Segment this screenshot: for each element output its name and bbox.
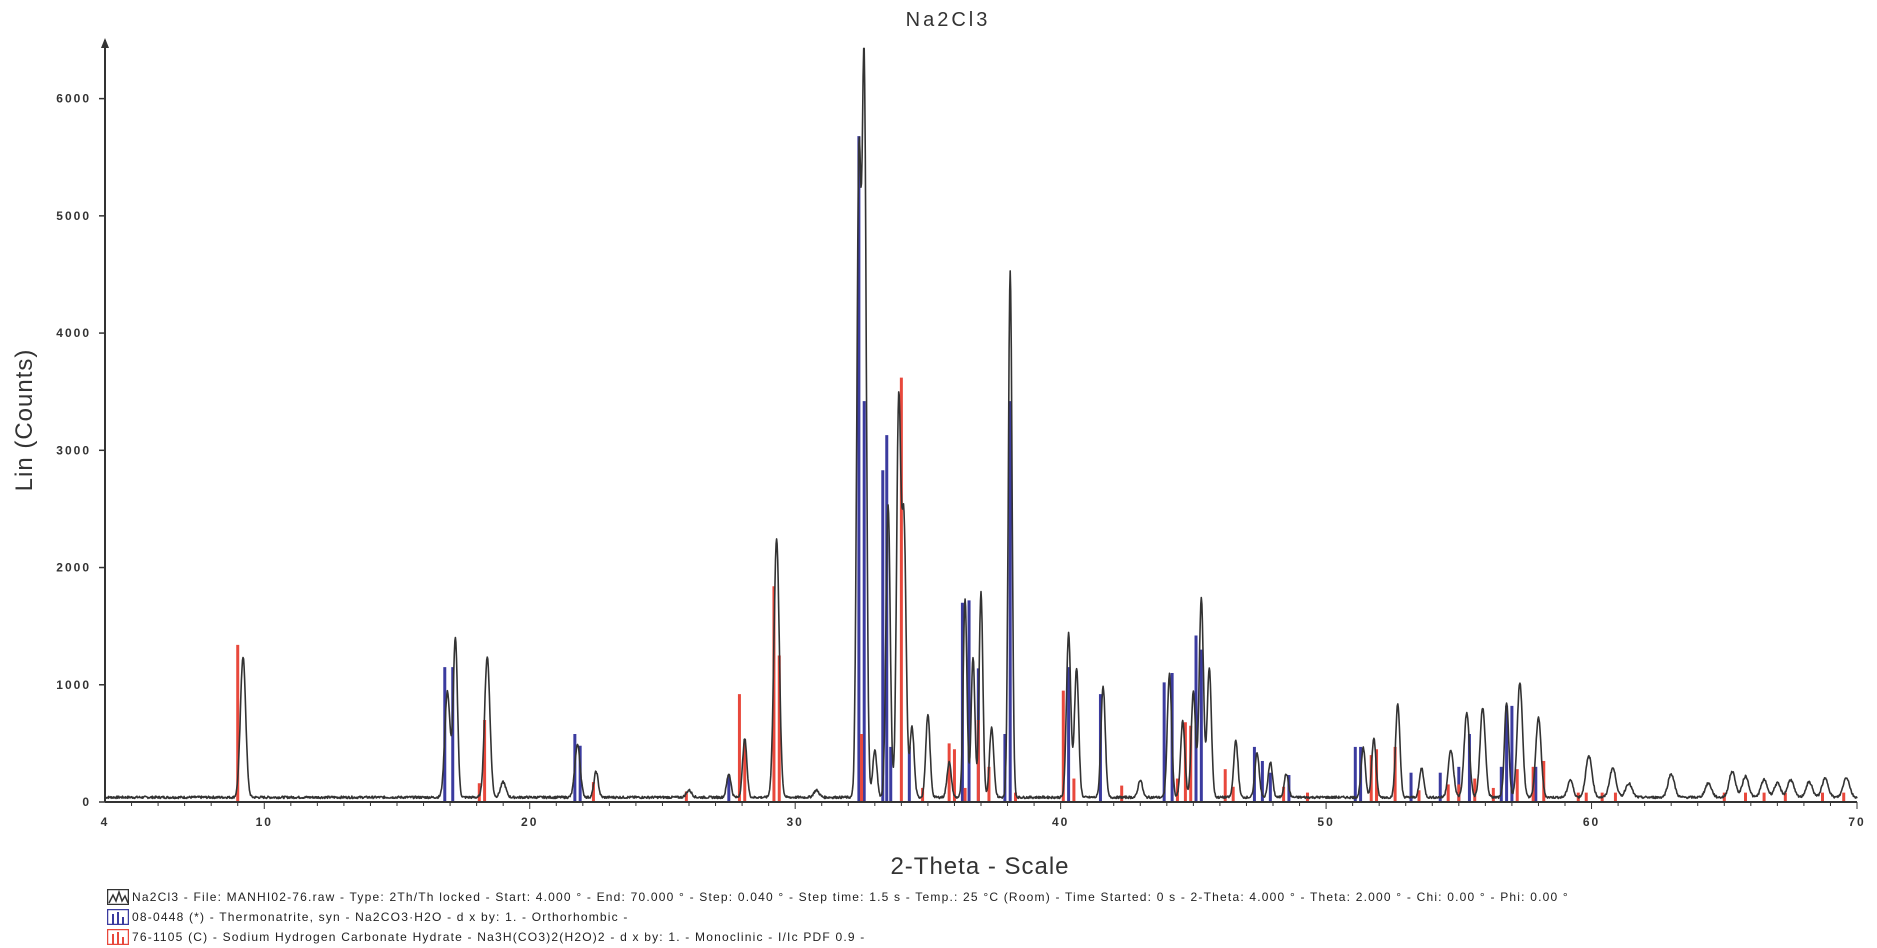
ticks: 0 1000 2000 3000 4000 5000 6000 4 10 20 30 40 50 60 70 [56,92,1865,829]
x-tick-label: 10 [256,815,273,829]
x-tick-label: 60 [1583,815,1600,829]
axes [101,38,1857,803]
stick-pattern-icon [107,929,129,945]
y-tick-label: 2000 [56,561,91,575]
y-axis-arrow-icon [101,38,109,48]
x-tick-label: 70 [1848,815,1865,829]
diffraction-pattern [104,47,1858,800]
legend-item-pattern: Na2Cl3 - File: MANHI02-76.raw - Type: 2T… [107,887,1569,907]
y-tick-label: 6000 [56,92,91,106]
x-axis-title: 2-Theta - Scale [890,853,1069,880]
x-tick-label: 20 [521,815,538,829]
reference-sticks [236,136,1846,802]
y-tick-label: 4000 [56,326,91,340]
stick-pattern-icon [107,909,129,925]
y-tick-label: 5000 [56,209,91,223]
x-tick-label: 50 [1317,815,1334,829]
legend-label-pattern: Na2Cl3 - File: MANHI02-76.raw - Type: 2T… [132,890,1569,904]
legend-label-thermonatrite: 08-0448 (*) - Thermonatrite, syn - Na2CO… [132,910,629,924]
legend: Na2Cl3 - File: MANHI02-76.raw - Type: 2T… [107,887,1569,947]
chart-title: Na2Cl3 [906,9,991,31]
legend-item-thermonatrite: 08-0448 (*) - Thermonatrite, syn - Na2CO… [107,907,1569,927]
x-tick-label: 30 [787,815,804,829]
y-tick-label: 1000 [56,678,91,692]
legend-item-sodium-hydrogen-carbonate: 76-1105 (C) - Sodium Hydrogen Carbonate … [107,927,1569,947]
y-tick-label: 3000 [56,443,91,457]
xrd-chart: Na2Cl3 0 1000 2000 3000 4000 5000 6000 4 10 20 30 4… [11,9,1865,880]
pattern-line [104,47,1858,800]
line-pattern-icon [107,889,129,905]
x-tick-label: 40 [1052,815,1069,829]
y-axis-title: Lin (Counts) [11,349,38,492]
legend-label-sodium-hydrogen-carbonate: 76-1105 (C) - Sodium Hydrogen Carbonate … [132,930,866,944]
x-tick-label: 4 [101,815,110,829]
y-tick-label: 0 [82,795,91,809]
